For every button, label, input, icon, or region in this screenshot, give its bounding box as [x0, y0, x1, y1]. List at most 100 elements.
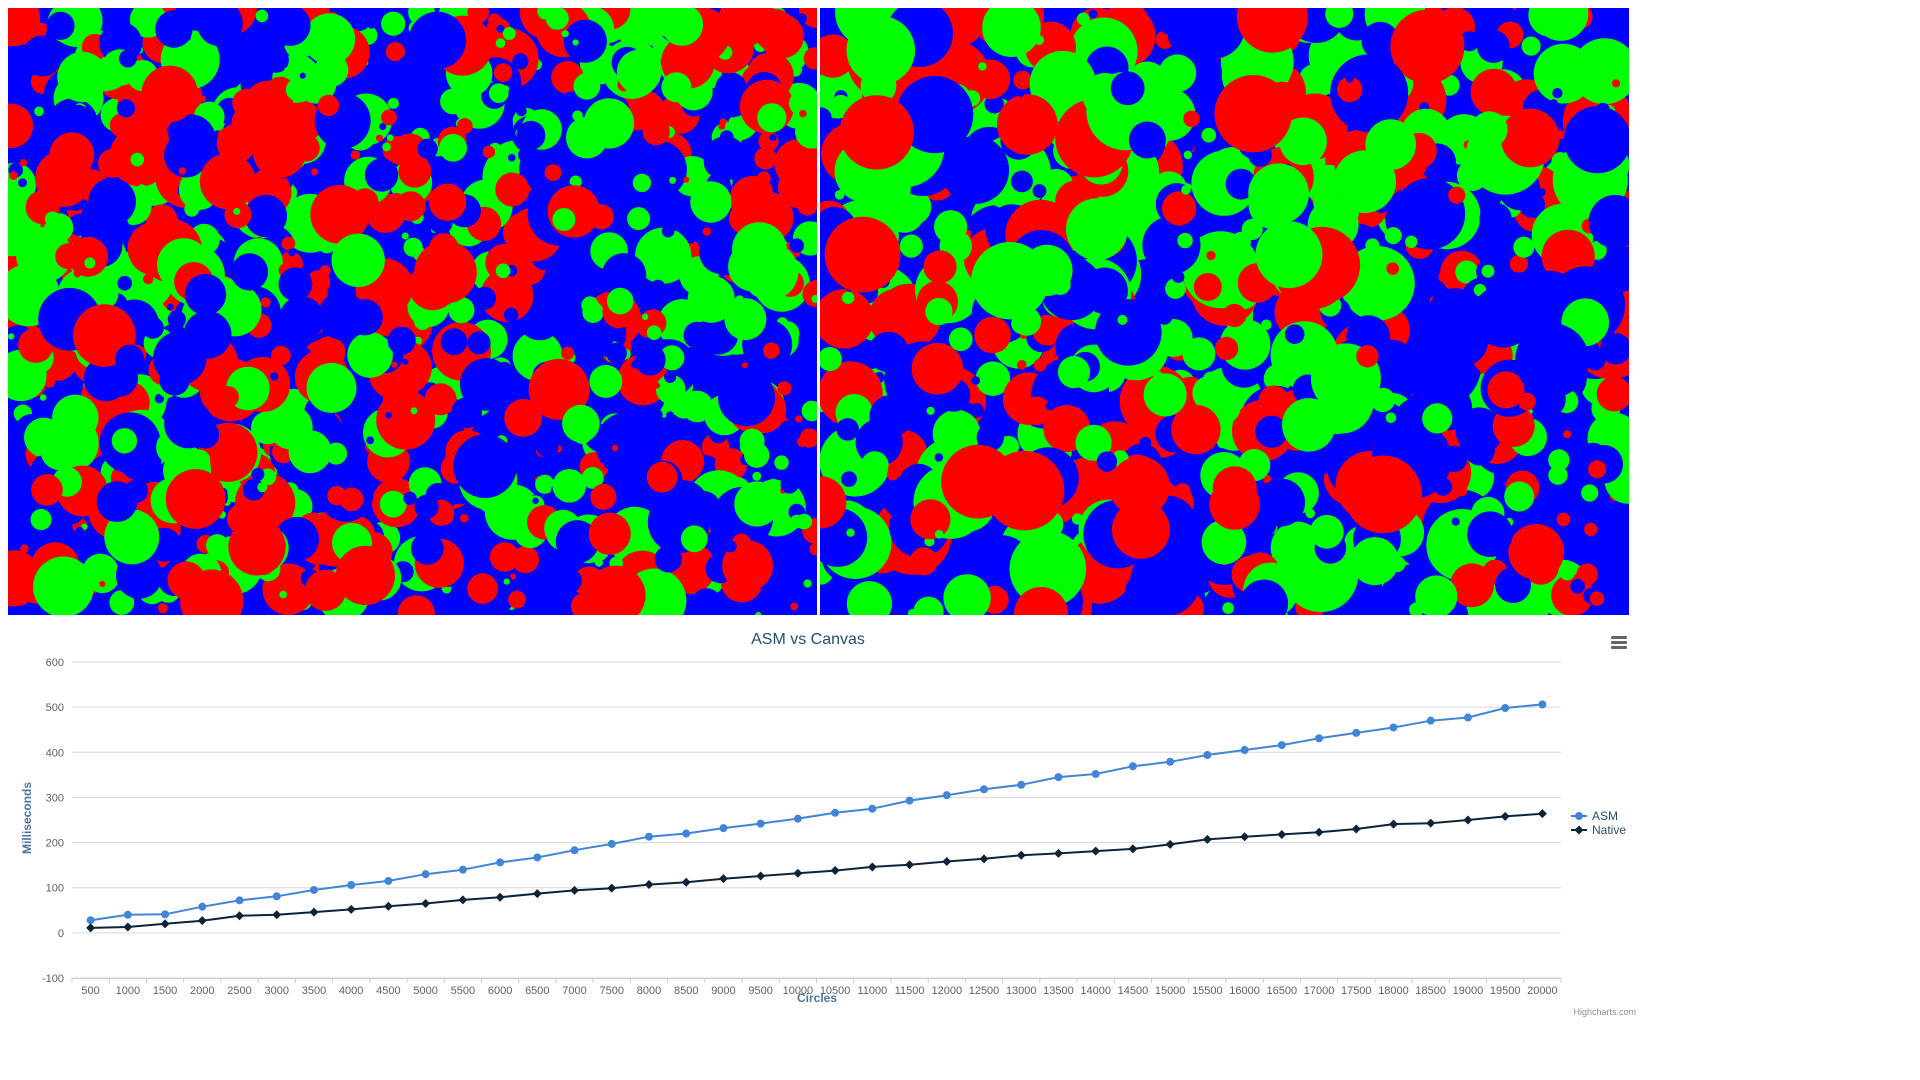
data-point[interactable] — [495, 892, 505, 902]
data-point[interactable] — [383, 901, 393, 911]
data-point[interactable] — [1277, 741, 1286, 750]
data-point[interactable] — [533, 853, 542, 862]
data-point[interactable] — [756, 871, 766, 881]
circle-shape — [809, 542, 817, 556]
data-point[interactable] — [421, 870, 430, 879]
circle-shape — [788, 91, 813, 116]
data-point[interactable] — [496, 858, 505, 867]
circle-shape — [976, 423, 1004, 452]
credits-link[interactable]: Highcharts.com — [1573, 1007, 1636, 1017]
circle-shape — [61, 353, 67, 360]
circle-shape — [1356, 345, 1379, 368]
data-point[interactable] — [1426, 818, 1436, 828]
data-point[interactable] — [123, 922, 133, 932]
data-point[interactable] — [831, 808, 840, 817]
circle-shape — [43, 376, 55, 388]
data-point[interactable] — [719, 824, 728, 833]
data-point[interactable] — [161, 910, 170, 919]
data-point[interactable] — [905, 860, 915, 870]
data-point[interactable] — [1128, 762, 1137, 771]
data-point[interactable] — [421, 899, 431, 909]
x-tick-label: 16000 — [1229, 985, 1260, 997]
data-point[interactable] — [980, 785, 989, 794]
data-point[interactable] — [1351, 824, 1361, 834]
data-point[interactable] — [347, 881, 356, 890]
data-point[interactable] — [309, 885, 318, 894]
data-point[interactable] — [570, 846, 579, 855]
data-point[interactable] — [607, 839, 616, 848]
x-tick-label: 16500 — [1267, 985, 1298, 997]
data-point[interactable] — [458, 895, 468, 905]
data-point[interactable] — [644, 832, 653, 841]
data-point[interactable] — [793, 814, 802, 823]
data-point[interactable] — [830, 866, 840, 876]
circle-shape — [251, 467, 265, 481]
circle-shape — [524, 185, 532, 192]
circle-shape — [1576, 563, 1599, 586]
data-point[interactable] — [1501, 704, 1510, 713]
data-point[interactable] — [197, 916, 207, 926]
data-point[interactable] — [1463, 713, 1472, 722]
data-point[interactable] — [644, 880, 654, 890]
circle-shape — [1143, 373, 1187, 417]
circle-shape — [561, 346, 575, 360]
data-point[interactable] — [1500, 811, 1510, 821]
data-point[interactable] — [458, 865, 467, 874]
data-point[interactable] — [1165, 839, 1175, 849]
data-point[interactable] — [198, 902, 207, 911]
data-point[interactable] — [1203, 750, 1212, 759]
data-point[interactable] — [1091, 846, 1101, 856]
data-point[interactable] — [1240, 746, 1249, 755]
data-point[interactable] — [718, 874, 728, 884]
data-point[interactable] — [346, 904, 356, 914]
x-tick-label: 6500 — [525, 985, 549, 997]
data-point[interactable] — [1202, 834, 1212, 844]
data-point[interactable] — [607, 883, 617, 893]
legend-item-asm[interactable]: ASM — [1571, 809, 1618, 823]
data-point[interactable] — [1166, 757, 1175, 766]
data-point[interactable] — [1128, 844, 1138, 854]
data-point[interactable] — [123, 910, 132, 919]
data-point[interactable] — [1426, 716, 1435, 725]
circle-shape — [233, 207, 241, 215]
data-point[interactable] — [570, 885, 580, 895]
data-point[interactable] — [1314, 827, 1324, 837]
data-point[interactable] — [1315, 734, 1324, 743]
data-point[interactable] — [1054, 773, 1063, 782]
data-point[interactable] — [1538, 700, 1547, 709]
data-point[interactable] — [756, 819, 765, 828]
data-point[interactable] — [793, 868, 803, 878]
data-point[interactable] — [1352, 728, 1361, 737]
data-point[interactable] — [979, 854, 989, 864]
data-point[interactable] — [867, 862, 877, 872]
data-point[interactable] — [235, 911, 245, 921]
data-point[interactable] — [1537, 809, 1547, 819]
data-point[interactable] — [1016, 850, 1026, 860]
data-point[interactable] — [942, 791, 951, 800]
data-point[interactable] — [272, 892, 281, 901]
data-point[interactable] — [532, 889, 542, 899]
data-point[interactable] — [86, 923, 96, 933]
data-point[interactable] — [1277, 829, 1287, 839]
data-point[interactable] — [1240, 832, 1250, 842]
data-point[interactable] — [384, 876, 393, 885]
data-point[interactable] — [309, 907, 319, 917]
data-point[interactable] — [1017, 780, 1026, 789]
data-point[interactable] — [1091, 769, 1100, 778]
data-point[interactable] — [681, 877, 691, 887]
data-point[interactable] — [160, 919, 170, 929]
menu-button[interactable] — [1608, 632, 1630, 652]
circle-shape — [755, 611, 762, 615]
data-point[interactable] — [1389, 723, 1398, 732]
data-point[interactable] — [905, 796, 914, 805]
data-point[interactable] — [235, 896, 244, 905]
data-point[interactable] — [1053, 848, 1063, 858]
data-point[interactable] — [682, 829, 691, 838]
data-point[interactable] — [272, 910, 282, 920]
data-point[interactable] — [86, 916, 95, 925]
data-point[interactable] — [942, 857, 952, 867]
legend-item-native[interactable]: Native — [1571, 823, 1626, 837]
data-point[interactable] — [1463, 815, 1473, 825]
data-point[interactable] — [868, 804, 877, 813]
data-point[interactable] — [1388, 819, 1398, 829]
